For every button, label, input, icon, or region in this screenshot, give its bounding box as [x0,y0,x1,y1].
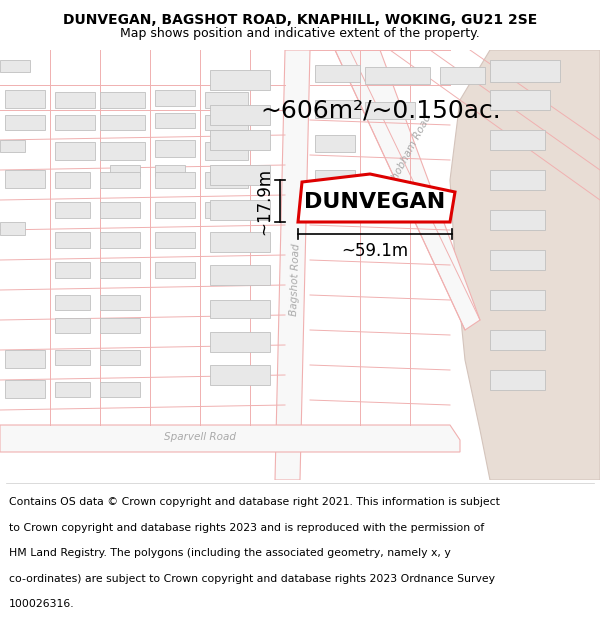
Polygon shape [210,105,270,125]
Polygon shape [55,262,90,278]
Polygon shape [315,100,360,118]
Polygon shape [55,92,95,108]
Polygon shape [5,380,45,398]
Polygon shape [55,172,90,188]
Polygon shape [335,50,480,330]
Polygon shape [490,90,550,110]
Polygon shape [100,92,145,108]
Polygon shape [205,202,248,218]
Polygon shape [490,210,545,230]
Polygon shape [100,172,140,188]
Polygon shape [315,65,360,82]
Polygon shape [100,202,140,218]
Polygon shape [440,67,485,84]
Polygon shape [205,92,248,108]
Polygon shape [315,135,355,152]
Text: 100026316.: 100026316. [9,599,74,609]
Polygon shape [210,332,270,352]
Polygon shape [490,330,545,350]
Polygon shape [100,382,140,397]
Polygon shape [155,165,185,176]
Polygon shape [450,50,600,480]
Polygon shape [100,295,140,310]
Polygon shape [210,200,270,220]
Polygon shape [100,350,140,365]
Polygon shape [55,295,90,310]
Polygon shape [55,232,90,248]
Polygon shape [210,300,270,318]
Polygon shape [100,115,145,130]
Polygon shape [298,174,455,222]
Polygon shape [210,130,270,150]
Polygon shape [155,262,195,278]
Polygon shape [5,90,45,108]
Text: co-ordinates) are subject to Crown copyright and database rights 2023 Ordnance S: co-ordinates) are subject to Crown copyr… [9,574,495,584]
Text: ~606m²/~0.150ac.: ~606m²/~0.150ac. [260,98,501,122]
Polygon shape [5,170,45,188]
Polygon shape [100,318,140,333]
Polygon shape [55,202,90,218]
Polygon shape [55,115,95,130]
Polygon shape [315,170,355,187]
Text: Chobham Road: Chobham Road [387,112,433,188]
Text: ~17.9m: ~17.9m [255,168,273,234]
Polygon shape [100,262,140,278]
Text: Bagshot Road: Bagshot Road [289,244,301,316]
Text: Map shows position and indicative extent of the property.: Map shows position and indicative extent… [120,27,480,40]
Polygon shape [210,70,270,90]
Text: DUNVEGAN: DUNVEGAN [304,192,446,212]
Polygon shape [100,142,145,160]
Polygon shape [155,232,195,248]
Polygon shape [205,115,248,130]
Polygon shape [210,232,270,252]
Polygon shape [0,222,25,235]
Polygon shape [490,130,545,150]
Polygon shape [490,170,545,190]
Polygon shape [110,165,140,176]
Polygon shape [55,382,90,397]
Polygon shape [5,115,45,130]
Polygon shape [490,290,545,310]
Polygon shape [275,50,310,480]
Polygon shape [490,370,545,390]
Polygon shape [155,202,195,218]
Polygon shape [210,165,270,185]
Text: ~59.1m: ~59.1m [341,242,409,260]
Polygon shape [210,265,270,285]
Polygon shape [155,90,195,106]
Polygon shape [100,232,140,248]
Polygon shape [490,60,560,82]
Polygon shape [0,140,25,152]
Polygon shape [0,60,30,72]
Polygon shape [55,350,90,365]
Polygon shape [55,318,90,333]
Polygon shape [0,425,460,452]
Text: to Crown copyright and database rights 2023 and is reproduced with the permissio: to Crown copyright and database rights 2… [9,522,484,532]
Polygon shape [365,67,430,84]
Polygon shape [205,142,248,160]
Polygon shape [365,102,415,119]
Polygon shape [55,142,95,160]
Polygon shape [155,140,195,157]
Polygon shape [205,172,248,188]
Polygon shape [155,113,195,128]
Polygon shape [5,350,45,368]
Text: DUNVEGAN, BAGSHOT ROAD, KNAPHILL, WOKING, GU21 2SE: DUNVEGAN, BAGSHOT ROAD, KNAPHILL, WOKING… [63,12,537,26]
Text: Contains OS data © Crown copyright and database right 2021. This information is : Contains OS data © Crown copyright and d… [9,498,500,508]
Text: HM Land Registry. The polygons (including the associated geometry, namely x, y: HM Land Registry. The polygons (includin… [9,548,451,558]
Text: Sparvell Road: Sparvell Road [164,432,236,442]
Polygon shape [210,365,270,385]
Polygon shape [155,172,195,188]
Polygon shape [490,250,545,270]
